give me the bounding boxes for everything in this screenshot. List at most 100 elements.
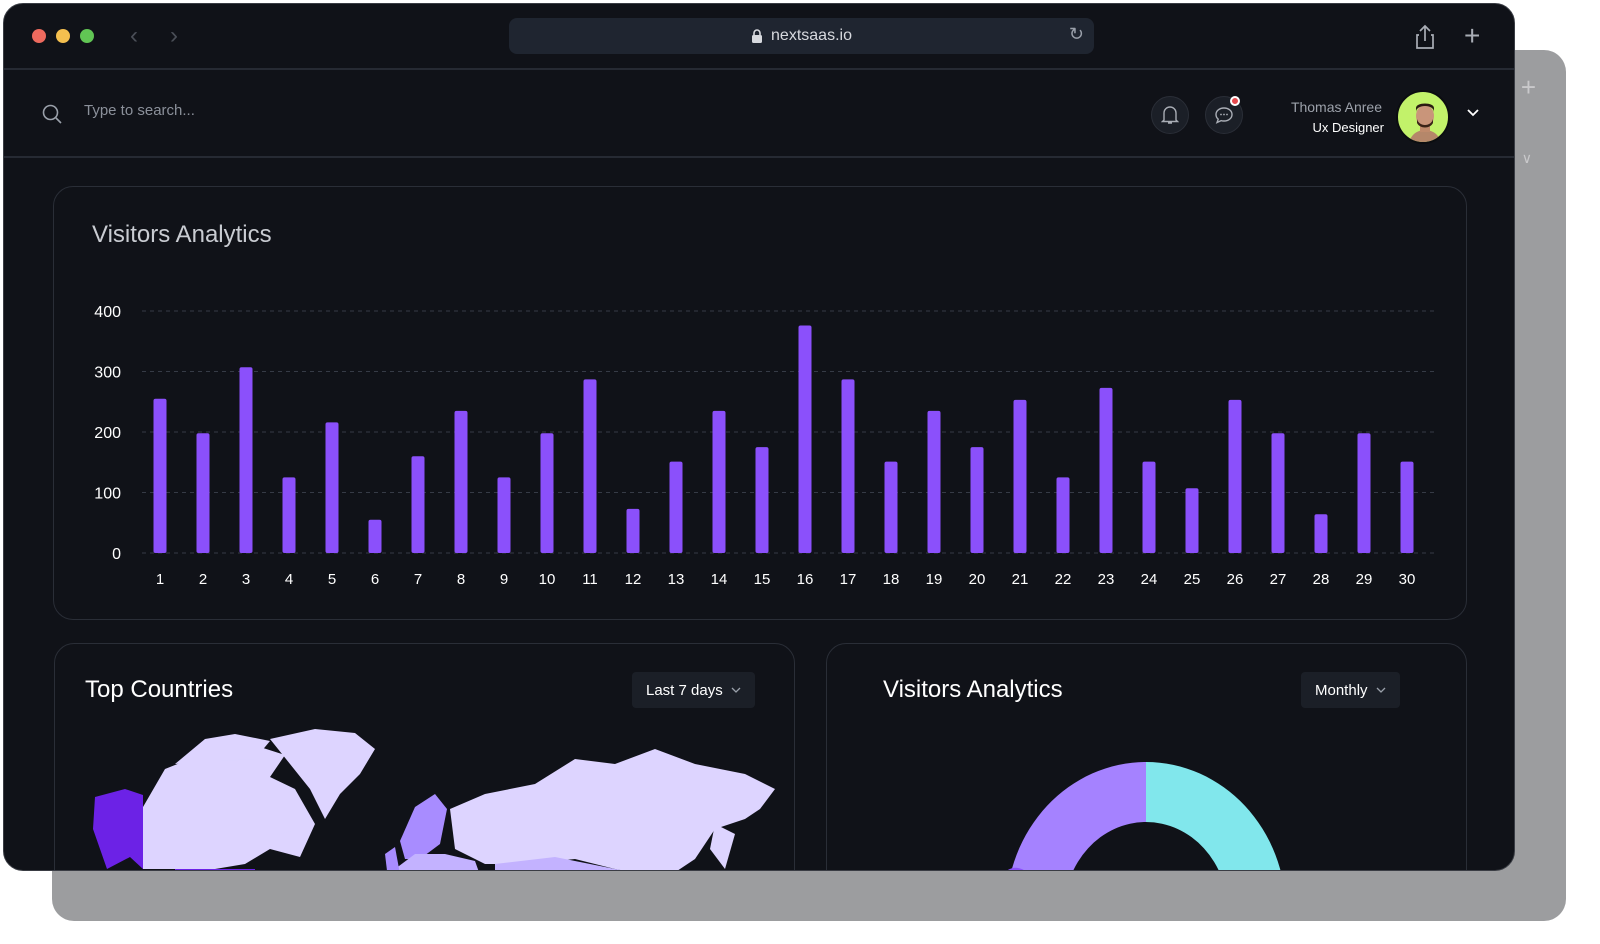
x-tick-label: 30 (1399, 571, 1416, 588)
chevron-down-icon (1376, 687, 1385, 693)
reload-icon[interactable]: ↻ (1068, 24, 1084, 44)
bar[interactable] (669, 461, 683, 553)
x-tick-label: 29 (1356, 571, 1373, 588)
visitors-analytics-card: Visitors Analytics 0 100 200 300 400 1 2 3 4 5 6 7 8… (53, 186, 1467, 620)
messages-button[interactable] (1205, 96, 1243, 134)
bar[interactable] (884, 461, 898, 553)
bar[interactable] (1142, 461, 1156, 553)
x-tick-label: 9 (500, 571, 508, 588)
x-tick-label: 19 (926, 571, 943, 588)
bar[interactable] (497, 477, 511, 553)
x-tick-label: 20 (969, 571, 986, 588)
share-icon[interactable] (1414, 24, 1436, 50)
chevron-down-icon (731, 687, 741, 693)
x-tick-label: 1 (156, 571, 164, 588)
x-tick-label: 21 (1012, 571, 1029, 588)
period-dropdown[interactable]: Monthly (1301, 672, 1400, 708)
y-tick-label: 200 (94, 425, 121, 442)
search-icon (42, 104, 62, 124)
x-tick-label: 5 (328, 571, 336, 588)
search-input[interactable] (84, 102, 384, 119)
bar[interactable] (1271, 433, 1285, 553)
bar[interactable] (798, 325, 812, 553)
map-scandinavia (400, 794, 447, 859)
bar[interactable] (196, 433, 210, 553)
bar[interactable] (1314, 514, 1328, 553)
bar[interactable] (1056, 477, 1070, 553)
period-label: Last 7 days (646, 681, 723, 699)
map-kamchatka (710, 824, 735, 869)
address-bar[interactable]: nextsaas.io ↻ (509, 18, 1094, 54)
bar[interactable] (1400, 461, 1414, 553)
browser-window: ‹ › nextsaas.io ↻ + Thomas Anree Ux Desi… (3, 3, 1515, 871)
bar[interactable] (239, 367, 253, 553)
map-usa (175, 869, 255, 870)
map-alaska (93, 789, 143, 869)
bar[interactable] (1228, 399, 1242, 553)
forward-arrow-icon[interactable]: › (170, 22, 178, 49)
bar[interactable] (153, 398, 167, 553)
bar[interactable] (411, 456, 425, 553)
x-tick-label: 10 (539, 571, 556, 588)
chevron-down-icon: ∨ (1521, 150, 1532, 166)
bar[interactable] (755, 447, 769, 553)
bar[interactable] (325, 422, 339, 553)
bar[interactable] (540, 433, 554, 553)
bar[interactable] (1099, 387, 1113, 553)
x-tick-label: 4 (285, 571, 293, 588)
x-tick-label: 14 (711, 571, 728, 588)
x-tick-label: 7 (414, 571, 422, 588)
x-tick-label: 2 (199, 571, 207, 588)
x-tick-label: 24 (1141, 571, 1158, 588)
donut-segment-purple (1008, 867, 1024, 870)
map-canada (143, 747, 315, 869)
back-arrow-icon[interactable]: ‹ (130, 22, 138, 49)
x-tick-label: 27 (1270, 571, 1287, 588)
bar[interactable] (927, 410, 941, 553)
bell-icon (1161, 106, 1179, 124)
notifications-button[interactable] (1151, 96, 1189, 134)
x-tick-label: 25 (1184, 571, 1201, 588)
bar[interactable] (282, 477, 296, 553)
x-tick-label: 8 (457, 571, 465, 588)
bar[interactable] (1185, 488, 1199, 553)
avatar[interactable] (1396, 90, 1450, 144)
plus-icon: + (1520, 72, 1536, 102)
bar[interactable] (841, 379, 855, 553)
x-tick-label: 3 (242, 571, 250, 588)
bar[interactable] (1357, 433, 1371, 553)
url-text: nextsaas.io (771, 27, 852, 44)
app-header: Thomas Anree Ux Designer (4, 72, 1514, 158)
bar[interactable] (368, 519, 382, 553)
donut-segment-cyan (1146, 762, 1281, 870)
y-tick-label: 0 (112, 546, 121, 563)
donut-segment-lavender (1011, 762, 1146, 870)
map-iceland (271, 823, 291, 835)
y-tick-label: 300 (94, 365, 121, 382)
user-name: Thomas Anree (1290, 99, 1382, 115)
bar[interactable] (1013, 399, 1027, 553)
period-dropdown[interactable]: Last 7 days (632, 672, 755, 708)
bar[interactable] (454, 410, 468, 553)
world-map (93, 729, 775, 870)
x-tick-label: 26 (1227, 571, 1244, 588)
chat-icon (1215, 107, 1233, 124)
y-tick-label: 400 (94, 304, 121, 321)
bar[interactable] (583, 379, 597, 553)
close-window-button[interactable] (32, 29, 46, 43)
visitors-donut-card: Visitors Analytics Monthly (826, 643, 1467, 870)
period-label: Monthly (1315, 681, 1368, 699)
minimize-window-button[interactable] (56, 29, 70, 43)
new-tab-icon[interactable]: + (1464, 20, 1481, 51)
bar[interactable] (626, 508, 640, 553)
x-tick-label: 17 (840, 571, 857, 588)
map-central-asia (495, 857, 621, 870)
map-arctic-islands (175, 734, 270, 764)
bar[interactable] (712, 410, 726, 553)
user-menu-chevron-icon[interactable] (1466, 108, 1480, 118)
maximize-window-button[interactable] (80, 29, 94, 43)
x-tick-label: 15 (754, 571, 771, 588)
bar[interactable] (970, 447, 984, 553)
map-russia (450, 749, 775, 870)
